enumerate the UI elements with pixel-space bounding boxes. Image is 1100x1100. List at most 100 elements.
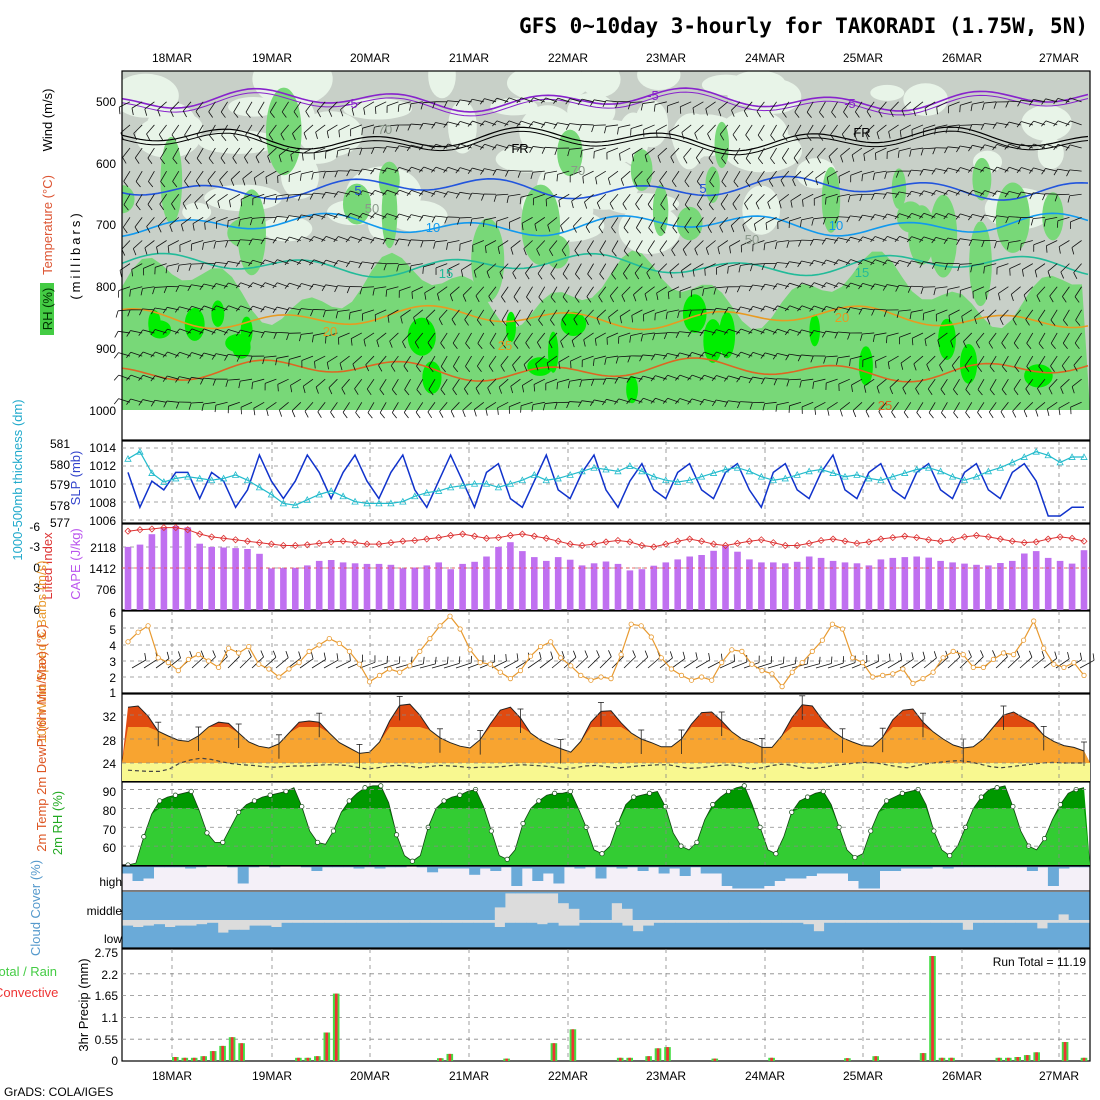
upper-wind-barb-flag: [521, 223, 524, 231]
upper-wind-barb-flag: [950, 340, 954, 348]
upper-wind-barb: [229, 193, 241, 201]
upper-wind-barb-flag: [366, 388, 372, 396]
upper-wind-barb-flag: [1074, 342, 1080, 349]
upper-wind-barb-flag: [1014, 366, 1020, 373]
upper-wind-barb-flag: [965, 412, 971, 419]
pressure-axis: 500 600 700 800 900 1000: [89, 95, 116, 418]
surface-wind-barb-flag: [992, 650, 996, 657]
upper-wind-barb-flag: [1074, 296, 1080, 303]
upper-wind-barb: [391, 402, 399, 413]
wind-speed-point: [779, 683, 785, 690]
upper-wind-barb: [996, 190, 1009, 195]
upper-wind-barb-flag: [902, 387, 907, 395]
surface-wind-barb-flag: [144, 653, 147, 661]
cape-bar: [853, 563, 861, 610]
upper-wind-barb-flag: [1062, 343, 1068, 349]
upper-wind-barb-flag: [627, 102, 631, 110]
wind-speed-point: [336, 640, 342, 647]
low-cloud-bar: [728, 922, 740, 948]
upper-wind-barb: [354, 378, 363, 389]
upper-wind-barb: [752, 352, 765, 357]
upper-wind-barb: [696, 217, 704, 228]
upper-wind-barb: [475, 378, 485, 389]
upper-wind-barb: [533, 193, 545, 199]
upper-wind-barb-flag: [253, 408, 256, 416]
upper-wind-barb-flag: [367, 412, 373, 419]
upper-wind-barb: [398, 213, 411, 218]
cape-bar: [447, 569, 454, 610]
surface-wind-barb-flag: [669, 651, 673, 659]
upper-wind-barb-flag: [784, 329, 790, 336]
middle-cloud-bar: [824, 892, 836, 920]
upper-wind-barb-flag: [1023, 410, 1028, 418]
upper-wind-barb: [815, 170, 826, 179]
upper-wind-barb-flag: [284, 259, 290, 266]
upper-wind-barb: [611, 240, 619, 252]
upper-wind-barb: [571, 193, 582, 202]
upper-wind-barb: [118, 398, 131, 403]
upper-wind-barb: [402, 332, 411, 343]
upper-wind-barb-flag: [404, 389, 410, 396]
lifted-index-point: [1032, 538, 1040, 546]
upper-wind-barb: [1023, 402, 1034, 411]
upper-wind-barb: [1000, 402, 1009, 412]
upper-wind-barb-flag: [988, 411, 994, 419]
lifted-index-point: [518, 530, 526, 538]
cape-bar: [602, 561, 610, 610]
upper-wind-barb: [575, 263, 582, 275]
wind-speed-point: [346, 648, 352, 655]
upper-wind-barb: [349, 169, 362, 172]
rh-moist-patch: [471, 218, 505, 302]
low-cloud-bar: [196, 924, 208, 948]
upper-wind-barb-flag: [920, 287, 924, 294]
low-cloud-bar: [739, 922, 751, 948]
contour-label: 5: [354, 183, 361, 198]
upper-wind-barb: [227, 261, 240, 265]
upper-wind-barb-flag: [705, 108, 708, 116]
cape-bar: [973, 564, 980, 610]
upper-wind-barb-flag: [266, 409, 269, 417]
upper-wind-barb-flag: [550, 296, 556, 303]
low-cloud-bar: [324, 922, 336, 948]
upper-wind-barb: [303, 124, 314, 134]
rh-saturated-patch: [626, 375, 638, 404]
upper-wind-barb: [362, 124, 375, 129]
middle-cloud-bar: [973, 892, 985, 920]
upper-wind-barb: [1022, 263, 1033, 270]
upper-wind-barb: [754, 217, 765, 225]
upper-wind-barb: [1033, 192, 1046, 195]
upper-wind-barb-flag: [809, 260, 815, 267]
upper-wind-barb-flag: [711, 329, 717, 336]
upper-wind-barb: [622, 194, 631, 205]
upper-wind-barb-flag: [907, 286, 912, 293]
upper-wind-barb-flag: [184, 158, 190, 165]
cape-bar: [626, 570, 634, 610]
middle-cloud-bar: [739, 892, 751, 920]
upper-wind-barb: [550, 286, 558, 298]
upper-wind-barb-flag: [607, 178, 611, 186]
upper-wind-barb: [972, 239, 985, 241]
middle-cloud-bar: [770, 892, 782, 920]
upper-wind-barb: [313, 283, 326, 288]
upper-wind-barb: [977, 355, 985, 367]
upper-wind-barb: [337, 191, 350, 195]
surface-wind-barb: [671, 658, 686, 669]
upper-wind-barb-flag: [1048, 387, 1053, 395]
upper-wind-barb: [781, 147, 790, 159]
upper-wind-barb: [569, 123, 582, 126]
thickness-point: [1008, 458, 1016, 466]
thickness-point: [1068, 453, 1076, 460]
upper-wind-barb-flag: [296, 259, 303, 266]
upper-wind-barb: [764, 283, 777, 288]
high-cloud-bar: [911, 866, 923, 869]
upper-wind-barb: [728, 307, 741, 311]
rh-dry-patch: [674, 113, 704, 170]
cape-bar: [686, 556, 693, 610]
upper-wind-barb-flag: [127, 309, 131, 317]
upper-wind-barb: [292, 124, 302, 134]
upper-wind-barb: [435, 240, 448, 243]
wind-speed-point: [1071, 659, 1077, 666]
upper-wind-barb: [374, 237, 387, 241]
upper-wind-barb: [728, 400, 741, 403]
upper-wind-barb: [632, 147, 643, 155]
